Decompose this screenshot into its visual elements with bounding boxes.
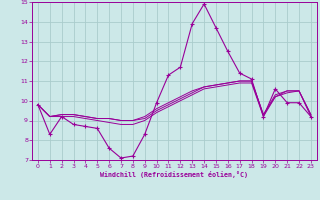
X-axis label: Windchill (Refroidissement éolien,°C): Windchill (Refroidissement éolien,°C) [100, 171, 248, 178]
